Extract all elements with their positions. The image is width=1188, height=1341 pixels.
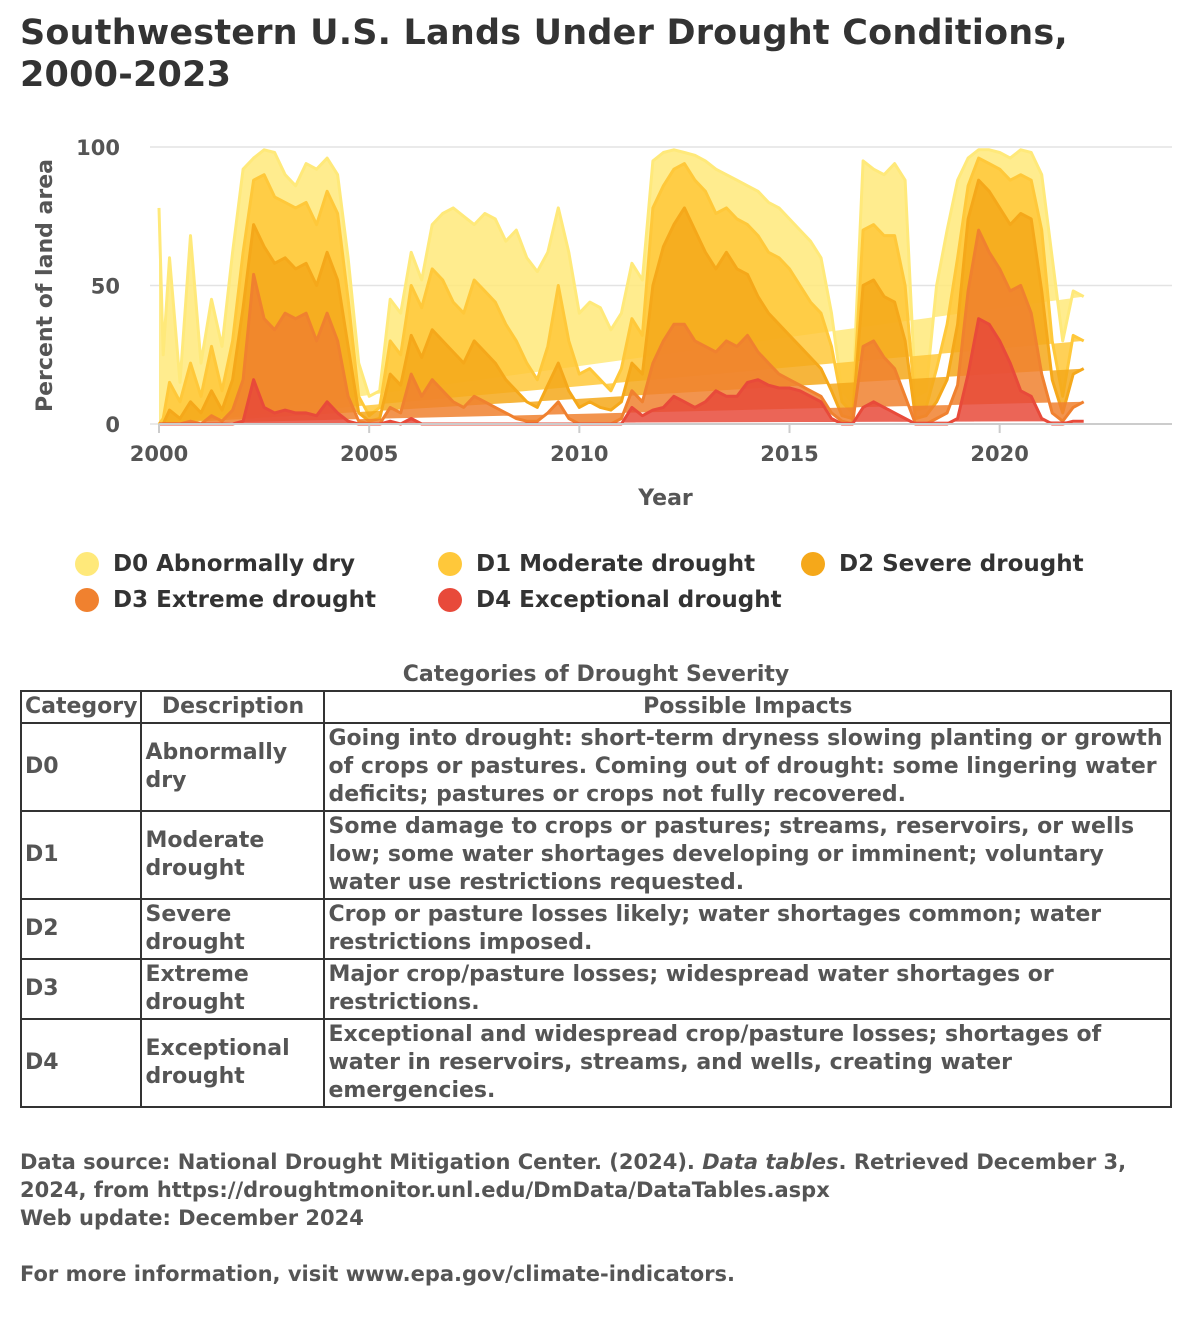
table-header-row: Category Description Possible Impacts xyxy=(19,690,1172,724)
header-category: Category xyxy=(19,690,143,724)
cell-category: D3 xyxy=(19,958,143,1020)
legend-label-d0: D0 Abnormally dry xyxy=(113,551,355,577)
cell-description: Moderate drought xyxy=(140,810,326,900)
web-update-note: Web update: December 2024 xyxy=(20,1206,364,1230)
cell-impacts: Going into drought: short-term dryness s… xyxy=(323,722,1172,812)
cell-description: Abnormally dry xyxy=(140,722,326,812)
y-axis-label: Percent of land area xyxy=(33,159,58,412)
table-row: D4 Exceptional drought Exceptional and w… xyxy=(19,1018,1172,1108)
cell-category: D1 xyxy=(19,810,143,900)
table-row: D1 Moderate drought Some damage to crops… xyxy=(19,810,1172,900)
table-row: D2 Severe drought Crop or pasture losses… xyxy=(19,898,1172,960)
y-tick-label: 50 xyxy=(91,275,120,299)
source-title: Data tables xyxy=(702,1150,839,1174)
x-tick-label: 2005 xyxy=(340,442,398,466)
source-suffix: . Retrieved December 3, 2024, from https… xyxy=(20,1150,1127,1202)
table-row: D3 Extreme drought Major crop/pasture lo… xyxy=(19,958,1172,1020)
cell-category: D4 xyxy=(19,1018,143,1108)
legend-swatch-d4 xyxy=(438,588,462,612)
source-prefix: Data source: National Drought Mitigation… xyxy=(20,1150,703,1174)
y-tick-label: 0 xyxy=(105,413,120,437)
x-tick-label: 2015 xyxy=(760,442,818,466)
chart-footer: Data source: National Drought Mitigation… xyxy=(20,1148,1170,1288)
legend-swatch-d0 xyxy=(75,552,99,576)
cell-category: D0 xyxy=(19,722,143,812)
area-series-d1 xyxy=(159,158,1084,424)
cell-description: Severe drought xyxy=(140,898,326,960)
legend-swatch-d3 xyxy=(75,588,99,612)
drought-area-chart: 2000 2005 2010 2015 2020 0 50 100 Year Percent of… xyxy=(33,136,1172,511)
legend-swatch-d2 xyxy=(801,552,825,576)
chart-title: Southwestern U.S. Lands Under Drought Co… xyxy=(20,13,1068,95)
x-tick-label: 2020 xyxy=(970,442,1028,466)
legend-item-d2[interactable]: D2 Severe drought xyxy=(801,551,1084,577)
legend-item-d4[interactable]: D4 Exceptional drought xyxy=(438,587,782,613)
legend-item-d0[interactable]: D0 Abnormally dry xyxy=(75,551,355,577)
x-axis-label: Year xyxy=(637,486,693,511)
drought-categories-table: Category Description Possible Impacts D0… xyxy=(19,690,1172,1108)
legend-item-d1[interactable]: D1 Moderate drought xyxy=(438,551,755,577)
x-tick-label: 2000 xyxy=(130,442,188,466)
cell-impacts: Crop or pasture losses likely; water sho… xyxy=(323,898,1172,960)
legend-item-d3[interactable]: D3 Extreme drought xyxy=(75,587,376,613)
cell-description: Extreme drought xyxy=(140,958,326,1020)
header-description: Description xyxy=(140,690,326,724)
legend-label-d2: D2 Severe drought xyxy=(839,551,1084,577)
legend-swatch-d1 xyxy=(438,552,462,576)
spacer xyxy=(20,1232,1170,1260)
legend-label-d1: D1 Moderate drought xyxy=(476,551,756,577)
more-info-link[interactable]: For more information, visit www.epa.gov/… xyxy=(20,1262,736,1286)
cell-impacts: Exceptional and widespread crop/pasture … xyxy=(323,1018,1172,1108)
legend-label-d3: D3 Extreme drought xyxy=(113,587,376,613)
table-caption: Categories of Drought Severity xyxy=(402,662,790,687)
data-source-note: Data source: National Drought Mitigation… xyxy=(20,1148,1170,1204)
legend-label-d4: D4 Exceptional drought xyxy=(476,587,782,613)
cell-impacts: Major crop/pasture losses; widespread wa… xyxy=(323,958,1172,1020)
y-tick-label: 100 xyxy=(76,136,120,160)
table-row: D0 Abnormally dry Going into drought: sh… xyxy=(19,722,1172,812)
cell-description: Exceptional drought xyxy=(140,1018,326,1108)
chart-legend: D0 Abnormally dry D1 Moderate drought D2… xyxy=(60,545,1160,625)
cell-impacts: Some damage to crops or pastures; stream… xyxy=(323,810,1172,900)
cell-category: D2 xyxy=(19,898,143,960)
x-tick-label: 2010 xyxy=(550,442,608,466)
header-impacts: Possible Impacts xyxy=(323,690,1172,724)
